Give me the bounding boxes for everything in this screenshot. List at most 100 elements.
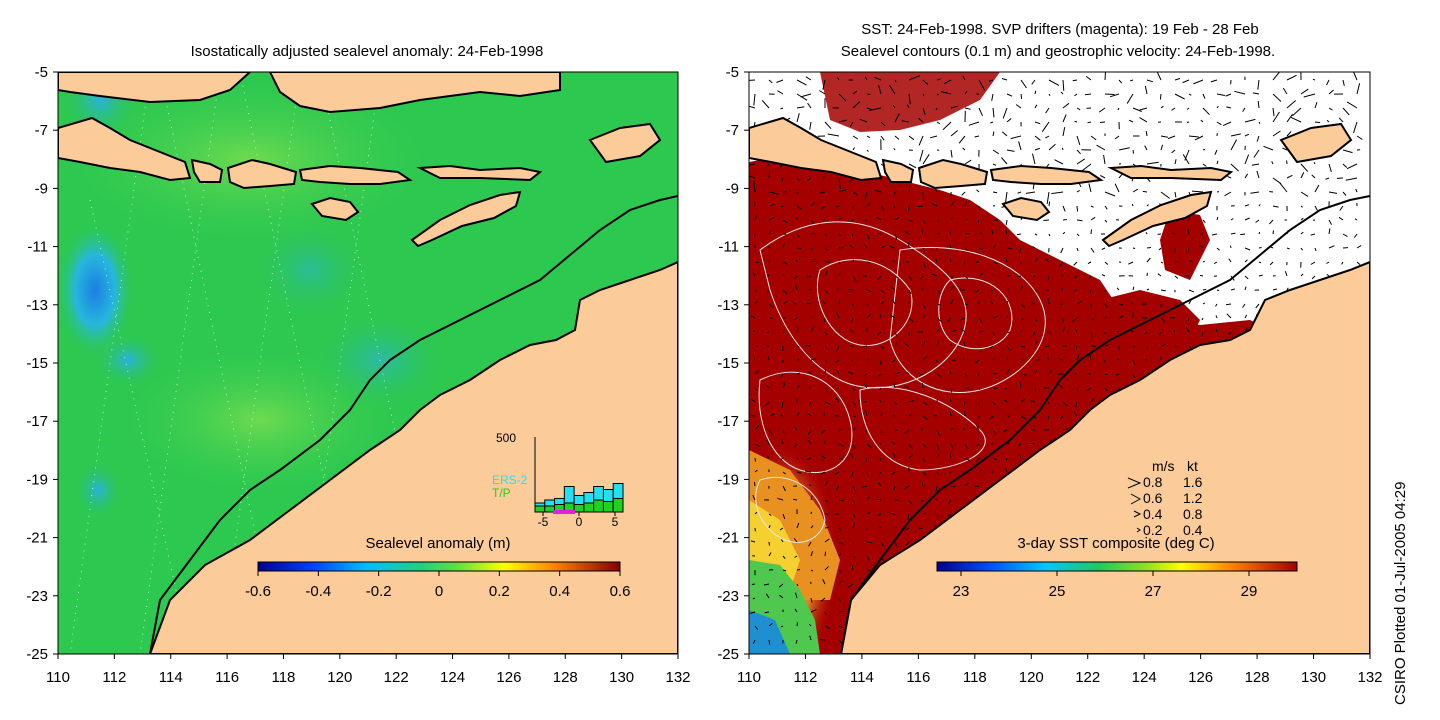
- velocity-arrow: [754, 425, 760, 431]
- velocity-arrow: [992, 429, 997, 435]
- velocity-arrow: [822, 300, 826, 305]
- velocity-arrow: [892, 104, 896, 109]
- velocity-arrow: [922, 107, 926, 116]
- velocity-arrow: [1062, 219, 1067, 221]
- velocity-arrow: [1242, 303, 1246, 308]
- velocity-arrow: [1186, 107, 1190, 110]
- velocity-arrow: [838, 625, 844, 629]
- key-row: 0.4 0.8: [1133, 506, 1203, 522]
- velocity-arrow: [793, 538, 798, 543]
- velocity-arrow: [1076, 233, 1080, 237]
- velocity-arrow: [1174, 345, 1178, 348]
- velocity-arrow: [894, 331, 898, 337]
- velocity-arrow: [891, 359, 896, 363]
- right-y-axis: -5 -7 -9 -11 -13 -15 -17 -19 -21 -23 -25: [717, 64, 749, 663]
- velocity-arrow: [1128, 119, 1134, 123]
- velocity-arrow: [1031, 79, 1036, 85]
- y-tick-label: -13: [26, 297, 48, 314]
- velocity-arrow: [1132, 373, 1136, 378]
- velocity-arrow: [964, 90, 968, 95]
- velocity-arrow: [796, 327, 799, 333]
- velocity-arrow: [1188, 260, 1193, 263]
- velocity-arrow: [824, 611, 827, 616]
- inset-x-tick-label: 0: [576, 515, 583, 529]
- velocity-arrow: [978, 330, 984, 333]
- velocity-arrow: [1242, 107, 1246, 112]
- velocity-arrow: [1126, 93, 1134, 104]
- velocity-arrow: [866, 313, 872, 319]
- velocity-arrow: [879, 399, 882, 403]
- velocity-arrow: [1104, 191, 1116, 197]
- velocity-arrow: [754, 443, 761, 448]
- velocity-arrow: [992, 163, 997, 166]
- velocity-arrow: [866, 303, 869, 307]
- y-tick-label: -7: [726, 122, 739, 139]
- velocity-arrow: [796, 471, 802, 474]
- velocity-arrow: [768, 317, 773, 319]
- velocity-arrow: [752, 272, 756, 277]
- velocity-arrow: [1048, 79, 1060, 86]
- velocity-arrow: [992, 191, 998, 194]
- legend-tp: T/P: [492, 486, 511, 500]
- velocity-arrow: [1090, 303, 1092, 310]
- velocity-arrow: [850, 317, 854, 323]
- velocity-arrow: [1089, 289, 1092, 294]
- velocity-arrow: [1230, 245, 1232, 249]
- velocity-arrow: [768, 513, 772, 516]
- velocity-arrow: [1250, 191, 1260, 194]
- missing-data-area: [749, 72, 1370, 365]
- x-tick-label: 116: [215, 669, 239, 686]
- velocity-arrow: [1016, 233, 1022, 236]
- sla-low-anomaly: [93, 332, 163, 388]
- velocity-arrow: [1034, 90, 1037, 95]
- velocity-arrow: [876, 216, 882, 221]
- velocity-arrow: [1314, 184, 1320, 193]
- sla-low-anomaly: [73, 460, 123, 520]
- velocity-arrow: [768, 525, 771, 529]
- velocity-arrow: [1047, 356, 1050, 361]
- x-tick-label: 132: [665, 669, 690, 686]
- velocity-arrow: [1104, 205, 1108, 210]
- velocity-arrow: [978, 401, 981, 407]
- sealevel-anomaly-panel: Isostatically adjusted sealevel anomaly:…: [26, 43, 690, 686]
- velocity-arrow: [796, 412, 800, 417]
- velocity-arrow: [782, 485, 786, 492]
- velocity-arrow: [1006, 345, 1011, 351]
- velocity-arrow: [961, 191, 966, 196]
- velocity-arrow: [834, 396, 840, 403]
- velocity-arrow: [809, 121, 812, 130]
- velocity-arrow: [936, 513, 939, 518]
- velocity-arrow: [1048, 233, 1051, 237]
- velocity-arrow: [890, 471, 896, 476]
- colorbar-tick-label: 27: [1145, 583, 1162, 600]
- sla-low-anomaly: [58, 220, 135, 360]
- velocity-arrow: [1284, 271, 1288, 277]
- velocity-arrow: [766, 455, 770, 459]
- velocity-arrow: [848, 244, 854, 249]
- key-kt: 1.6: [1183, 474, 1203, 490]
- velocity-arrow: [940, 91, 952, 95]
- velocity-arrow: [962, 75, 966, 81]
- velocity-arrow: [1353, 121, 1358, 134]
- velocity-arrow: [810, 551, 814, 557]
- velocity-arrow: [1286, 113, 1293, 123]
- velocity-arrow: [1076, 354, 1080, 361]
- velocity-arrow: [768, 191, 780, 195]
- velocity-arrow: [1326, 273, 1330, 277]
- velocity-arrow: [894, 191, 896, 195]
- velocity-arrow: [838, 233, 842, 237]
- velocity-arrow: [852, 443, 856, 450]
- velocity-arrow: [1188, 345, 1192, 349]
- velocity-arrow: [838, 119, 848, 123]
- velocity-arrow: [1272, 177, 1282, 185]
- velocity-arrow: [922, 303, 926, 309]
- velocity-arrow: [810, 511, 813, 515]
- velocity-arrow: [1146, 204, 1150, 207]
- velocity-arrow: [978, 317, 983, 324]
- velocity-arrow: [866, 569, 871, 572]
- velocity-arrow: [781, 177, 784, 182]
- velocity-arrow: [1216, 121, 1222, 126]
- velocity-arrow: [766, 273, 770, 277]
- velocity-arrow: [1244, 286, 1247, 291]
- y-tick-label: -19: [717, 471, 739, 488]
